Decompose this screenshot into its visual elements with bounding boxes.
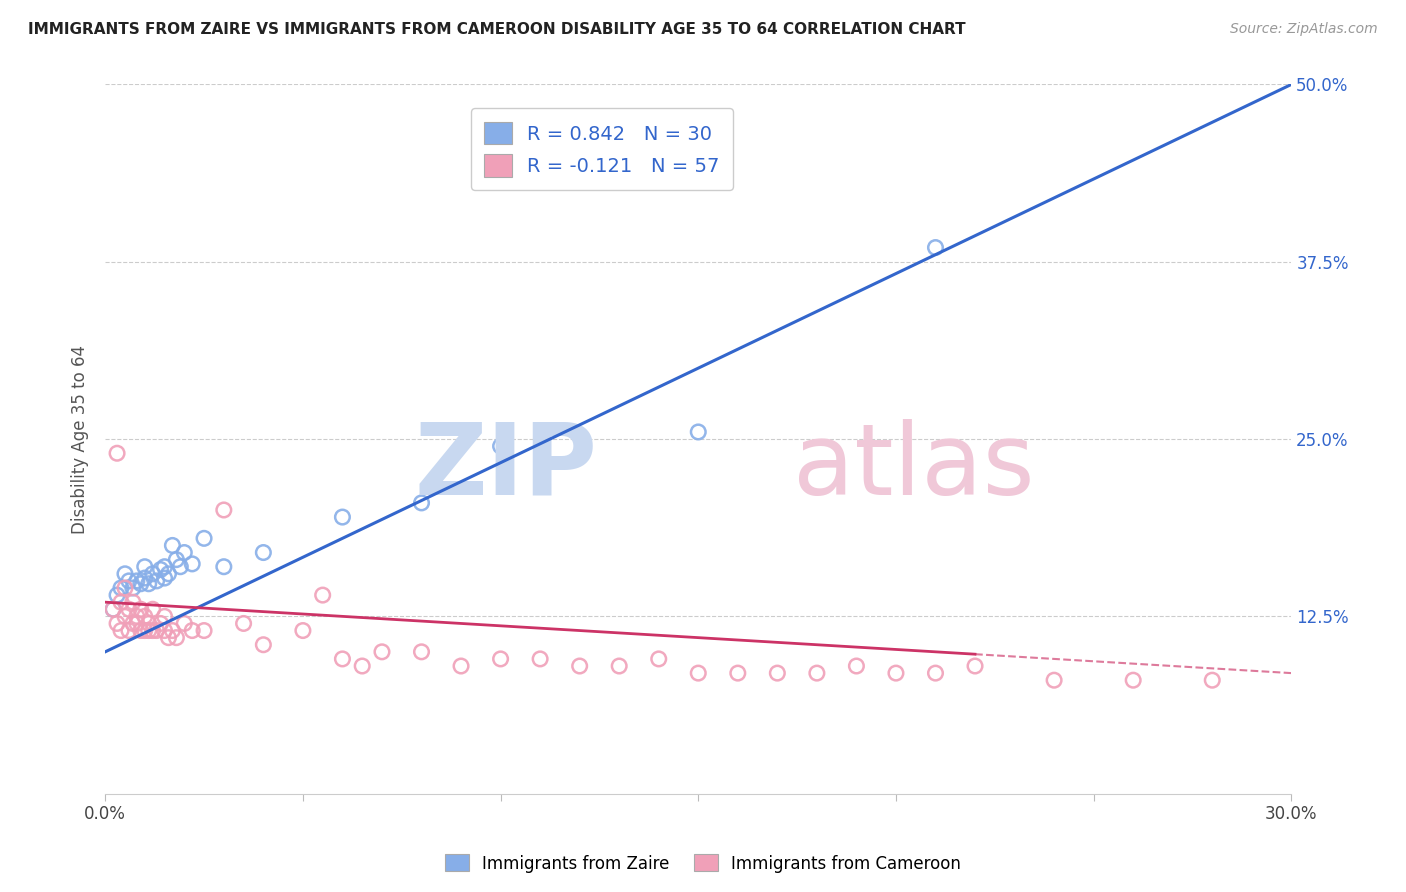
Point [766,666,789,681]
Point [125,616,148,631]
Point [181,557,204,571]
Point [162,538,184,552]
Point [252,545,274,559]
Point [105,616,128,631]
Point [529,652,551,666]
Point [212,503,235,517]
Point [1201,673,1223,688]
Point [149,616,172,631]
Point [122,595,145,609]
Point [153,609,176,624]
Point [134,571,156,585]
Point [688,666,710,681]
Point [157,631,180,645]
Point [1043,673,1066,688]
Point [105,446,128,460]
Point [173,545,195,559]
Point [125,609,148,624]
Point [311,588,333,602]
Point [149,563,172,577]
Point [411,645,433,659]
Point [727,666,749,681]
Point [145,574,167,588]
Point [450,659,472,673]
Point [371,645,394,659]
Point [134,609,156,624]
Point [122,616,145,631]
Point [134,559,156,574]
Point [138,576,160,591]
Point [142,602,165,616]
Point [162,624,184,638]
Point [173,616,195,631]
Point [963,659,986,673]
Text: ZIP: ZIP [415,419,598,516]
Point [1122,673,1144,688]
Point [291,624,314,638]
Point [153,559,176,574]
Point [101,602,124,616]
Point [489,652,512,666]
Point [157,566,180,581]
Y-axis label: Disability Age 35 to 64: Disability Age 35 to 64 [72,344,89,533]
Point [118,602,141,616]
Point [181,624,204,638]
Point [411,496,433,510]
Point [129,576,152,591]
Text: Source: ZipAtlas.com: Source: ZipAtlas.com [1230,22,1378,37]
Point [232,616,254,631]
Point [125,574,148,588]
Point [153,624,176,638]
Point [332,510,354,524]
Point [138,624,160,638]
Point [489,439,512,453]
Point [332,652,354,666]
Point [110,624,132,638]
Point [165,631,187,645]
Point [252,638,274,652]
Point [110,581,132,595]
Point [129,602,152,616]
Point [352,659,374,673]
Point [142,624,165,638]
Point [845,659,868,673]
Point [568,659,591,673]
Point [118,574,141,588]
Point [806,666,828,681]
Point [607,659,630,673]
Point [114,566,136,581]
Point [118,624,141,638]
Point [169,559,191,574]
Point [193,624,215,638]
Point [924,666,946,681]
Point [212,559,235,574]
Point [142,566,165,581]
Point [134,624,156,638]
Point [688,425,710,439]
Point [122,581,145,595]
Point [101,602,124,616]
Point [114,581,136,595]
Point [129,624,152,638]
Text: atlas: atlas [793,419,1035,516]
Legend: R = 0.842   N = 30, R = -0.121   N = 57: R = 0.842 N = 30, R = -0.121 N = 57 [471,108,733,190]
Legend: Immigrants from Zaire, Immigrants from Cameroon: Immigrants from Zaire, Immigrants from C… [439,847,967,880]
Text: IMMIGRANTS FROM ZAIRE VS IMMIGRANTS FROM CAMEROON DISABILITY AGE 35 TO 64 CORREL: IMMIGRANTS FROM ZAIRE VS IMMIGRANTS FROM… [28,22,966,37]
Point [105,588,128,602]
Point [165,552,187,566]
Point [924,241,946,255]
Point [193,532,215,546]
Point [145,624,167,638]
Point [153,571,176,585]
Point [114,609,136,624]
Point [138,616,160,631]
Point [110,595,132,609]
Point [648,652,671,666]
Point [884,666,907,681]
